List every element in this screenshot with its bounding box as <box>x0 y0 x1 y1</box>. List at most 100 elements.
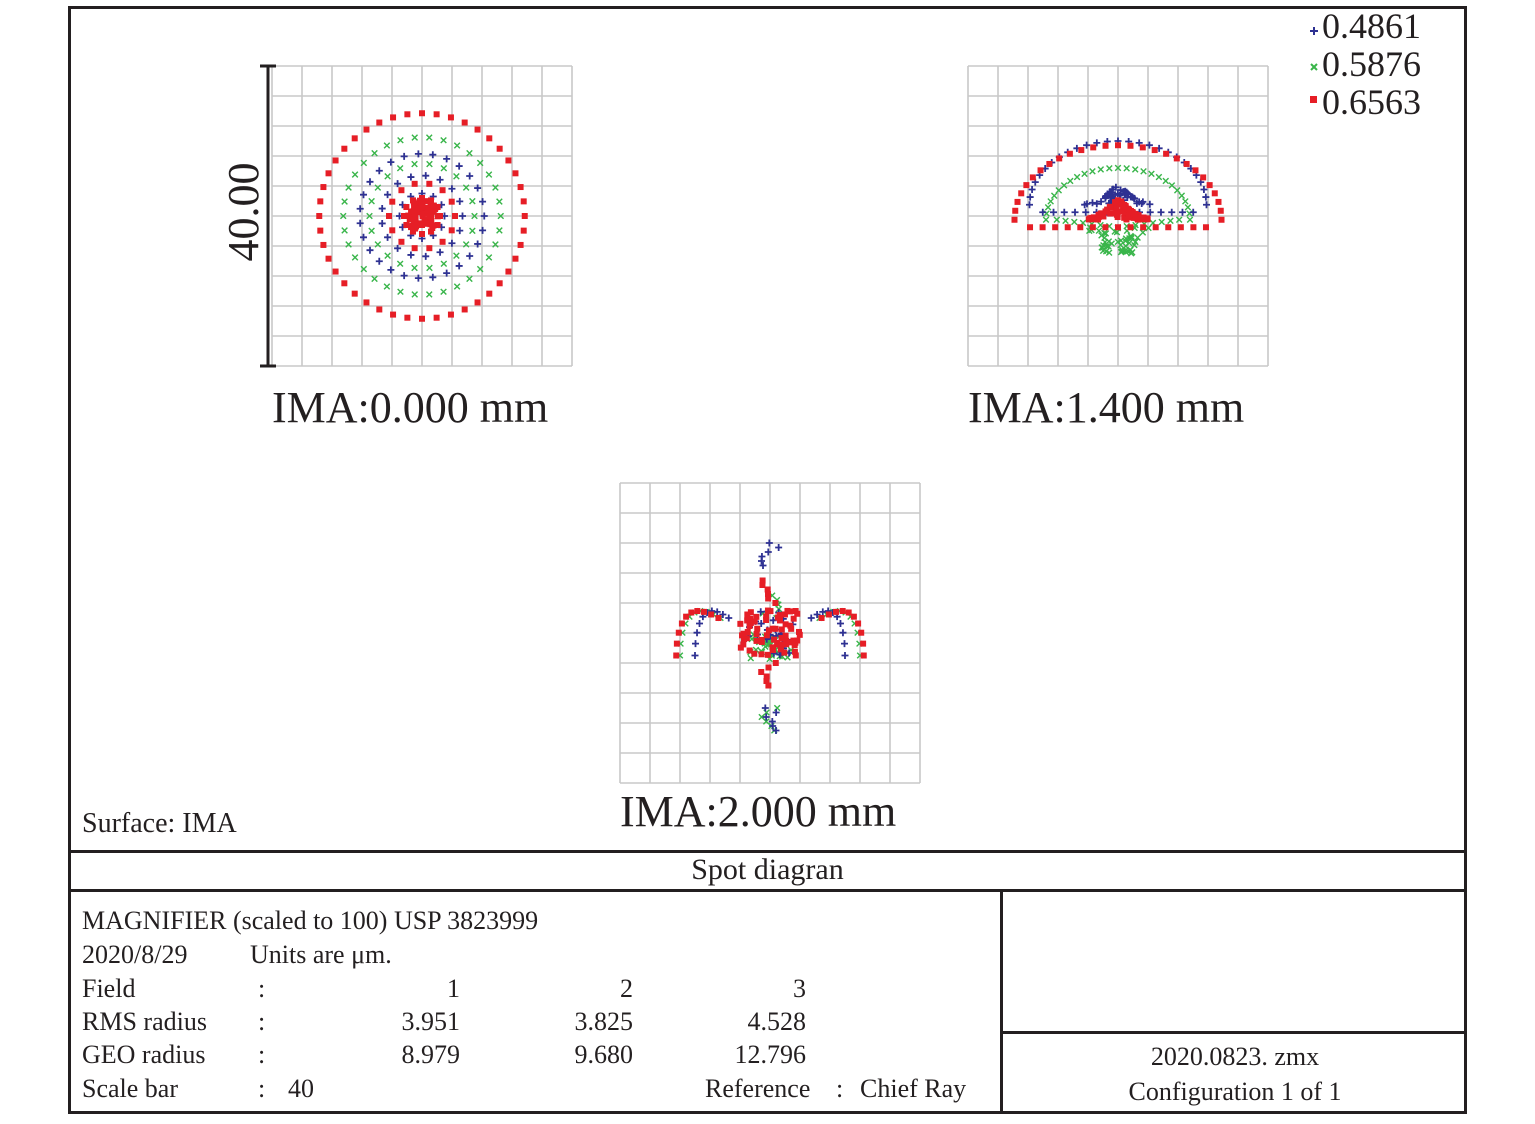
spot-point <box>396 164 404 172</box>
spot-point <box>1152 224 1159 231</box>
spot-point <box>1099 244 1106 251</box>
spot-point <box>764 548 772 556</box>
spot-point <box>759 562 767 569</box>
spot-point <box>351 290 358 297</box>
spot-point <box>436 248 444 256</box>
spot-point <box>363 299 370 306</box>
spot-point <box>408 224 415 231</box>
spot-point <box>447 114 454 121</box>
spot-point <box>772 727 780 734</box>
spot-point <box>1081 170 1088 178</box>
spot-point <box>469 227 476 235</box>
rms-value: 3.951 <box>401 1007 461 1036</box>
spot-point <box>512 255 519 262</box>
spot-point <box>1126 239 1133 247</box>
spot-point <box>433 314 440 321</box>
spot-point <box>832 608 839 615</box>
spot-point <box>777 646 784 653</box>
spot-point <box>781 611 788 618</box>
spot-point <box>413 222 420 229</box>
spot-point <box>383 283 391 290</box>
spot-point <box>421 216 428 223</box>
spot-point <box>1047 198 1054 205</box>
spot-point <box>398 238 405 245</box>
spot-point <box>411 160 418 168</box>
spot-point <box>1097 221 1104 229</box>
spot-point <box>1175 216 1183 224</box>
spot-point <box>453 173 460 180</box>
spot-series <box>673 577 867 689</box>
spot-point <box>1062 217 1069 225</box>
spot-point <box>1137 214 1144 221</box>
spot-point <box>400 152 408 160</box>
spot-point <box>763 617 770 624</box>
spot-point <box>317 198 324 205</box>
spot-point <box>772 660 779 666</box>
spot-point <box>1114 164 1122 172</box>
spot-point <box>1050 208 1058 216</box>
spot-point <box>1138 200 1146 208</box>
spot-point <box>1037 167 1044 174</box>
spot-point <box>425 134 433 141</box>
spot-point <box>397 136 404 144</box>
spot-point <box>751 650 758 657</box>
spot-point <box>1112 210 1119 217</box>
spot-point <box>466 149 473 157</box>
spot-point <box>1102 208 1109 215</box>
spot-point <box>1140 167 1147 175</box>
spot-point <box>452 213 458 219</box>
spot-point <box>1218 216 1225 223</box>
spot-point <box>839 629 847 637</box>
spot-point <box>758 557 766 565</box>
spot-point <box>744 617 751 624</box>
spot-point <box>424 220 431 227</box>
spot-point <box>1108 186 1116 194</box>
spot-point <box>429 225 436 232</box>
spot-point <box>765 539 773 547</box>
spot-point <box>778 626 785 633</box>
spot-point <box>775 605 783 613</box>
spot-point <box>1155 173 1163 181</box>
spot-point <box>751 618 758 625</box>
spot-point <box>1082 208 1090 216</box>
spot-point <box>1123 194 1131 202</box>
spot-point <box>678 620 685 627</box>
spot-point <box>341 145 348 152</box>
spot-point <box>520 198 527 205</box>
spot-point <box>1029 174 1036 181</box>
spot-point <box>448 185 456 193</box>
spot-point <box>693 629 701 637</box>
spot-point <box>1146 200 1154 208</box>
spot-point <box>737 644 744 651</box>
spot-point <box>1098 211 1105 218</box>
spot-point <box>747 609 754 616</box>
spot-point <box>384 191 392 199</box>
spot-point <box>416 197 423 204</box>
spot-point <box>410 199 417 206</box>
spot-point <box>1215 198 1222 205</box>
spot-point <box>845 609 852 616</box>
spot-point <box>1125 205 1132 212</box>
spot-point <box>1127 224 1134 231</box>
spot-point <box>772 625 779 632</box>
spot-point <box>1189 208 1197 216</box>
spot-point <box>414 150 422 158</box>
spot-point <box>753 637 760 644</box>
spot-point <box>1113 204 1120 211</box>
spot-point <box>375 167 383 175</box>
spot-point <box>520 227 527 234</box>
spot-point <box>403 222 410 228</box>
spot-point <box>521 213 528 219</box>
spot-point <box>1094 216 1101 223</box>
spot-point <box>422 252 430 260</box>
spot-point <box>1023 182 1030 189</box>
spot-point <box>345 184 352 191</box>
spot-point <box>360 191 368 199</box>
spot-point <box>443 269 451 277</box>
spot-point <box>759 577 766 584</box>
spot-point <box>462 241 470 248</box>
spot-point <box>474 184 482 192</box>
spot-point <box>351 254 359 261</box>
spot-point <box>775 544 783 551</box>
